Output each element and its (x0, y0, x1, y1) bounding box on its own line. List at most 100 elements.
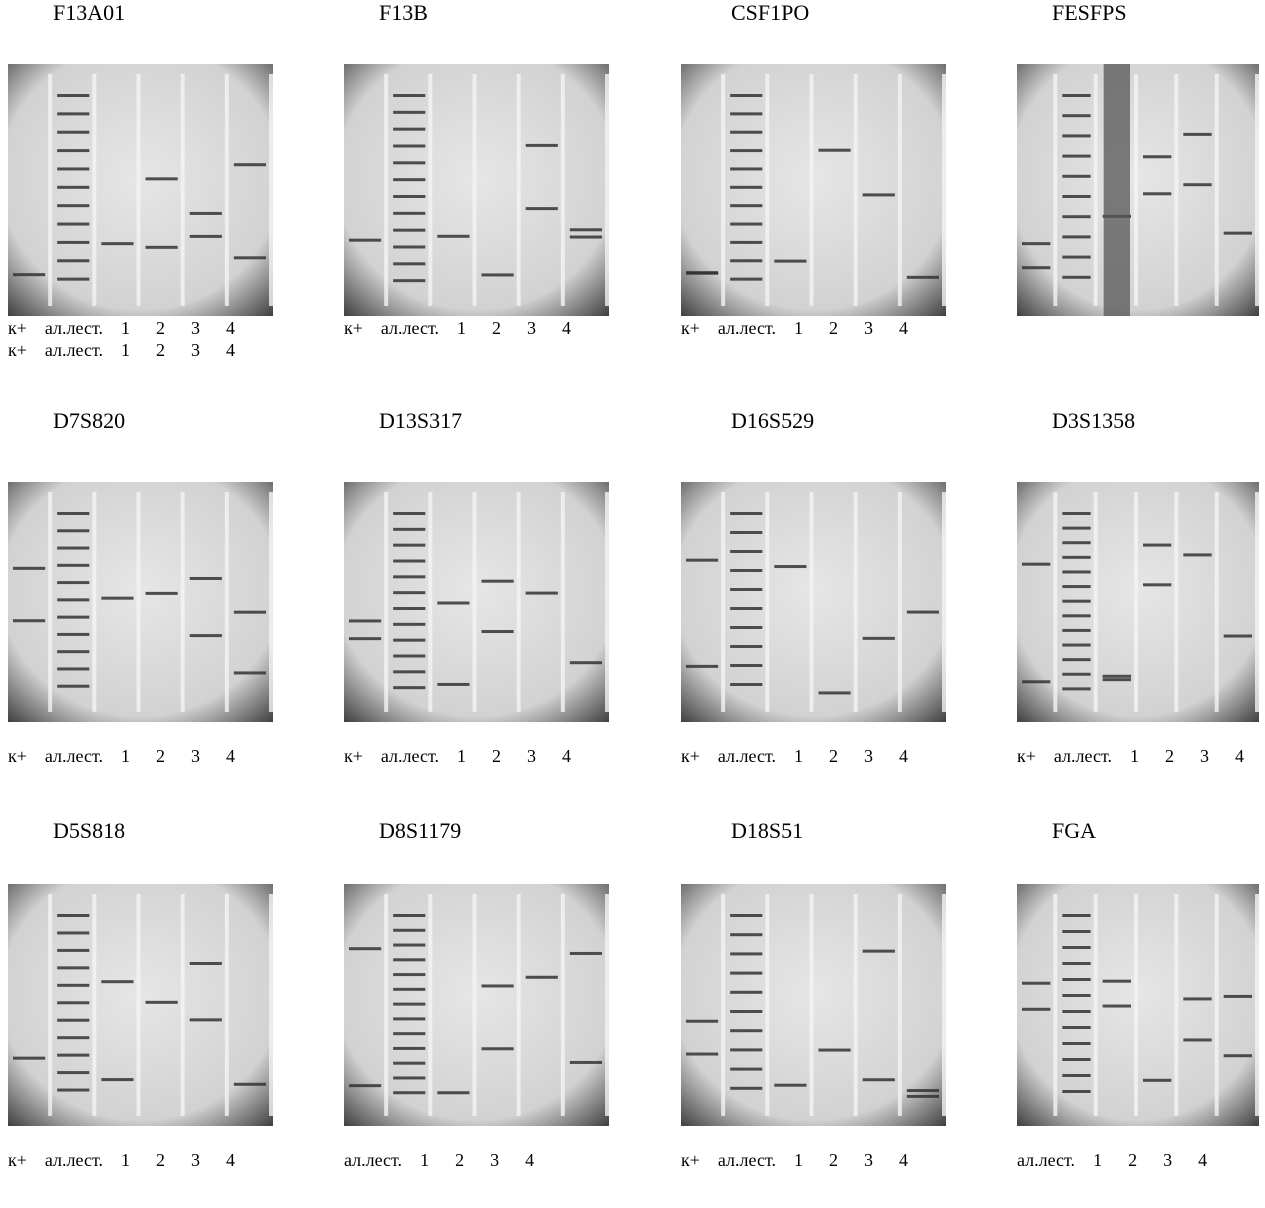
lane-divider (517, 894, 521, 1116)
lane-divider (473, 74, 477, 306)
gel-image (344, 482, 609, 722)
lane-label: 4 (899, 746, 908, 767)
ladder-band (57, 667, 89, 670)
lane-label: ал.лест. (45, 1150, 103, 1171)
lane-label: 1 (420, 1150, 429, 1171)
gel-image (681, 482, 946, 722)
allele-band (1143, 583, 1171, 586)
allele-band (686, 271, 718, 274)
allele-band (190, 962, 222, 965)
lane-divider (810, 492, 814, 712)
lane-label: 4 (899, 1150, 908, 1171)
allele-band (234, 163, 266, 166)
lane-divider (48, 492, 52, 712)
ladder-band (57, 529, 89, 532)
lane-divider (137, 492, 141, 712)
gel-image (681, 64, 946, 316)
lane-divider (473, 492, 477, 712)
ladder-band (393, 623, 425, 626)
ladder-band (730, 278, 762, 281)
gel-image (8, 64, 273, 316)
allele-band (774, 1084, 806, 1087)
ladder-band (730, 550, 762, 553)
lane-label: 4 (899, 318, 908, 339)
lane-divider (517, 74, 521, 306)
lane-divider (225, 894, 229, 1116)
allele-band (570, 1061, 602, 1064)
ladder-band (1062, 994, 1090, 997)
ladder-band (1062, 175, 1090, 178)
allele-band (146, 592, 178, 595)
ladder-band (730, 512, 762, 515)
lane-label: 1 (121, 746, 130, 767)
lane-divider (721, 74, 725, 306)
lane-label: 4 (226, 340, 235, 361)
ladder-band (57, 914, 89, 917)
lane-label: 1 (794, 746, 803, 767)
lane-divider (898, 74, 902, 306)
ladder-band (1062, 1026, 1090, 1029)
ladder-band (393, 639, 425, 642)
ladder-band (1062, 556, 1090, 559)
lane-divider (942, 894, 946, 1116)
allele-band (907, 276, 939, 279)
ladder-band (393, 1047, 425, 1050)
lane-label: 3 (527, 746, 536, 767)
panel-title: D8S1179 (379, 818, 461, 844)
lane-label: к+ (681, 746, 700, 767)
panel-title: F13A01 (53, 0, 125, 26)
ladder-band (1062, 914, 1090, 917)
lane-divider (1174, 894, 1178, 1116)
allele-band (863, 950, 895, 953)
ladder-band (730, 259, 762, 262)
allele-band (1143, 544, 1171, 547)
lane-label: ал.лест. (1017, 1150, 1075, 1171)
allele-band (686, 665, 718, 668)
lane-divider (1215, 894, 1219, 1116)
panel-title: D7S820 (53, 408, 125, 434)
ladder-band (393, 262, 425, 265)
allele-band (1103, 675, 1131, 678)
ladder-band (730, 664, 762, 667)
allele-band (686, 1020, 718, 1023)
allele-band (349, 619, 381, 622)
allele-band (1022, 266, 1050, 269)
ladder-band (57, 512, 89, 515)
allele-band (190, 634, 222, 637)
lane-divider (1053, 894, 1057, 1116)
ladder-band (57, 949, 89, 952)
ladder-band (1062, 585, 1090, 588)
lane-label: ал.лест. (344, 1150, 402, 1171)
ladder-band (730, 933, 762, 936)
allele-band (1022, 242, 1050, 245)
ladder-band (1062, 235, 1090, 238)
lane-label: к+ (344, 318, 363, 339)
allele-band (13, 619, 45, 622)
lane-divider (942, 492, 946, 712)
lane-divider (898, 894, 902, 1116)
ladder-band (57, 204, 89, 207)
lane-divider (473, 894, 477, 1116)
lane-divider (428, 492, 432, 712)
lane-label: 2 (156, 318, 165, 339)
lane-divider (765, 492, 769, 712)
ladder-band (393, 1017, 425, 1020)
lane-divider (854, 492, 858, 712)
ladder-band (1062, 644, 1090, 647)
ladder-band (393, 1003, 425, 1006)
lane-divider (1053, 492, 1057, 712)
lane-divider (517, 492, 521, 712)
ladder-band (1062, 512, 1090, 515)
lane-label: к+ (681, 1150, 700, 1171)
ladder-band (393, 128, 425, 131)
allele-band (1022, 982, 1050, 985)
lane-divider (605, 74, 609, 306)
lane-label: 3 (191, 340, 200, 361)
lane-divider (1255, 74, 1259, 306)
lane-label: ал.лест. (381, 746, 439, 767)
